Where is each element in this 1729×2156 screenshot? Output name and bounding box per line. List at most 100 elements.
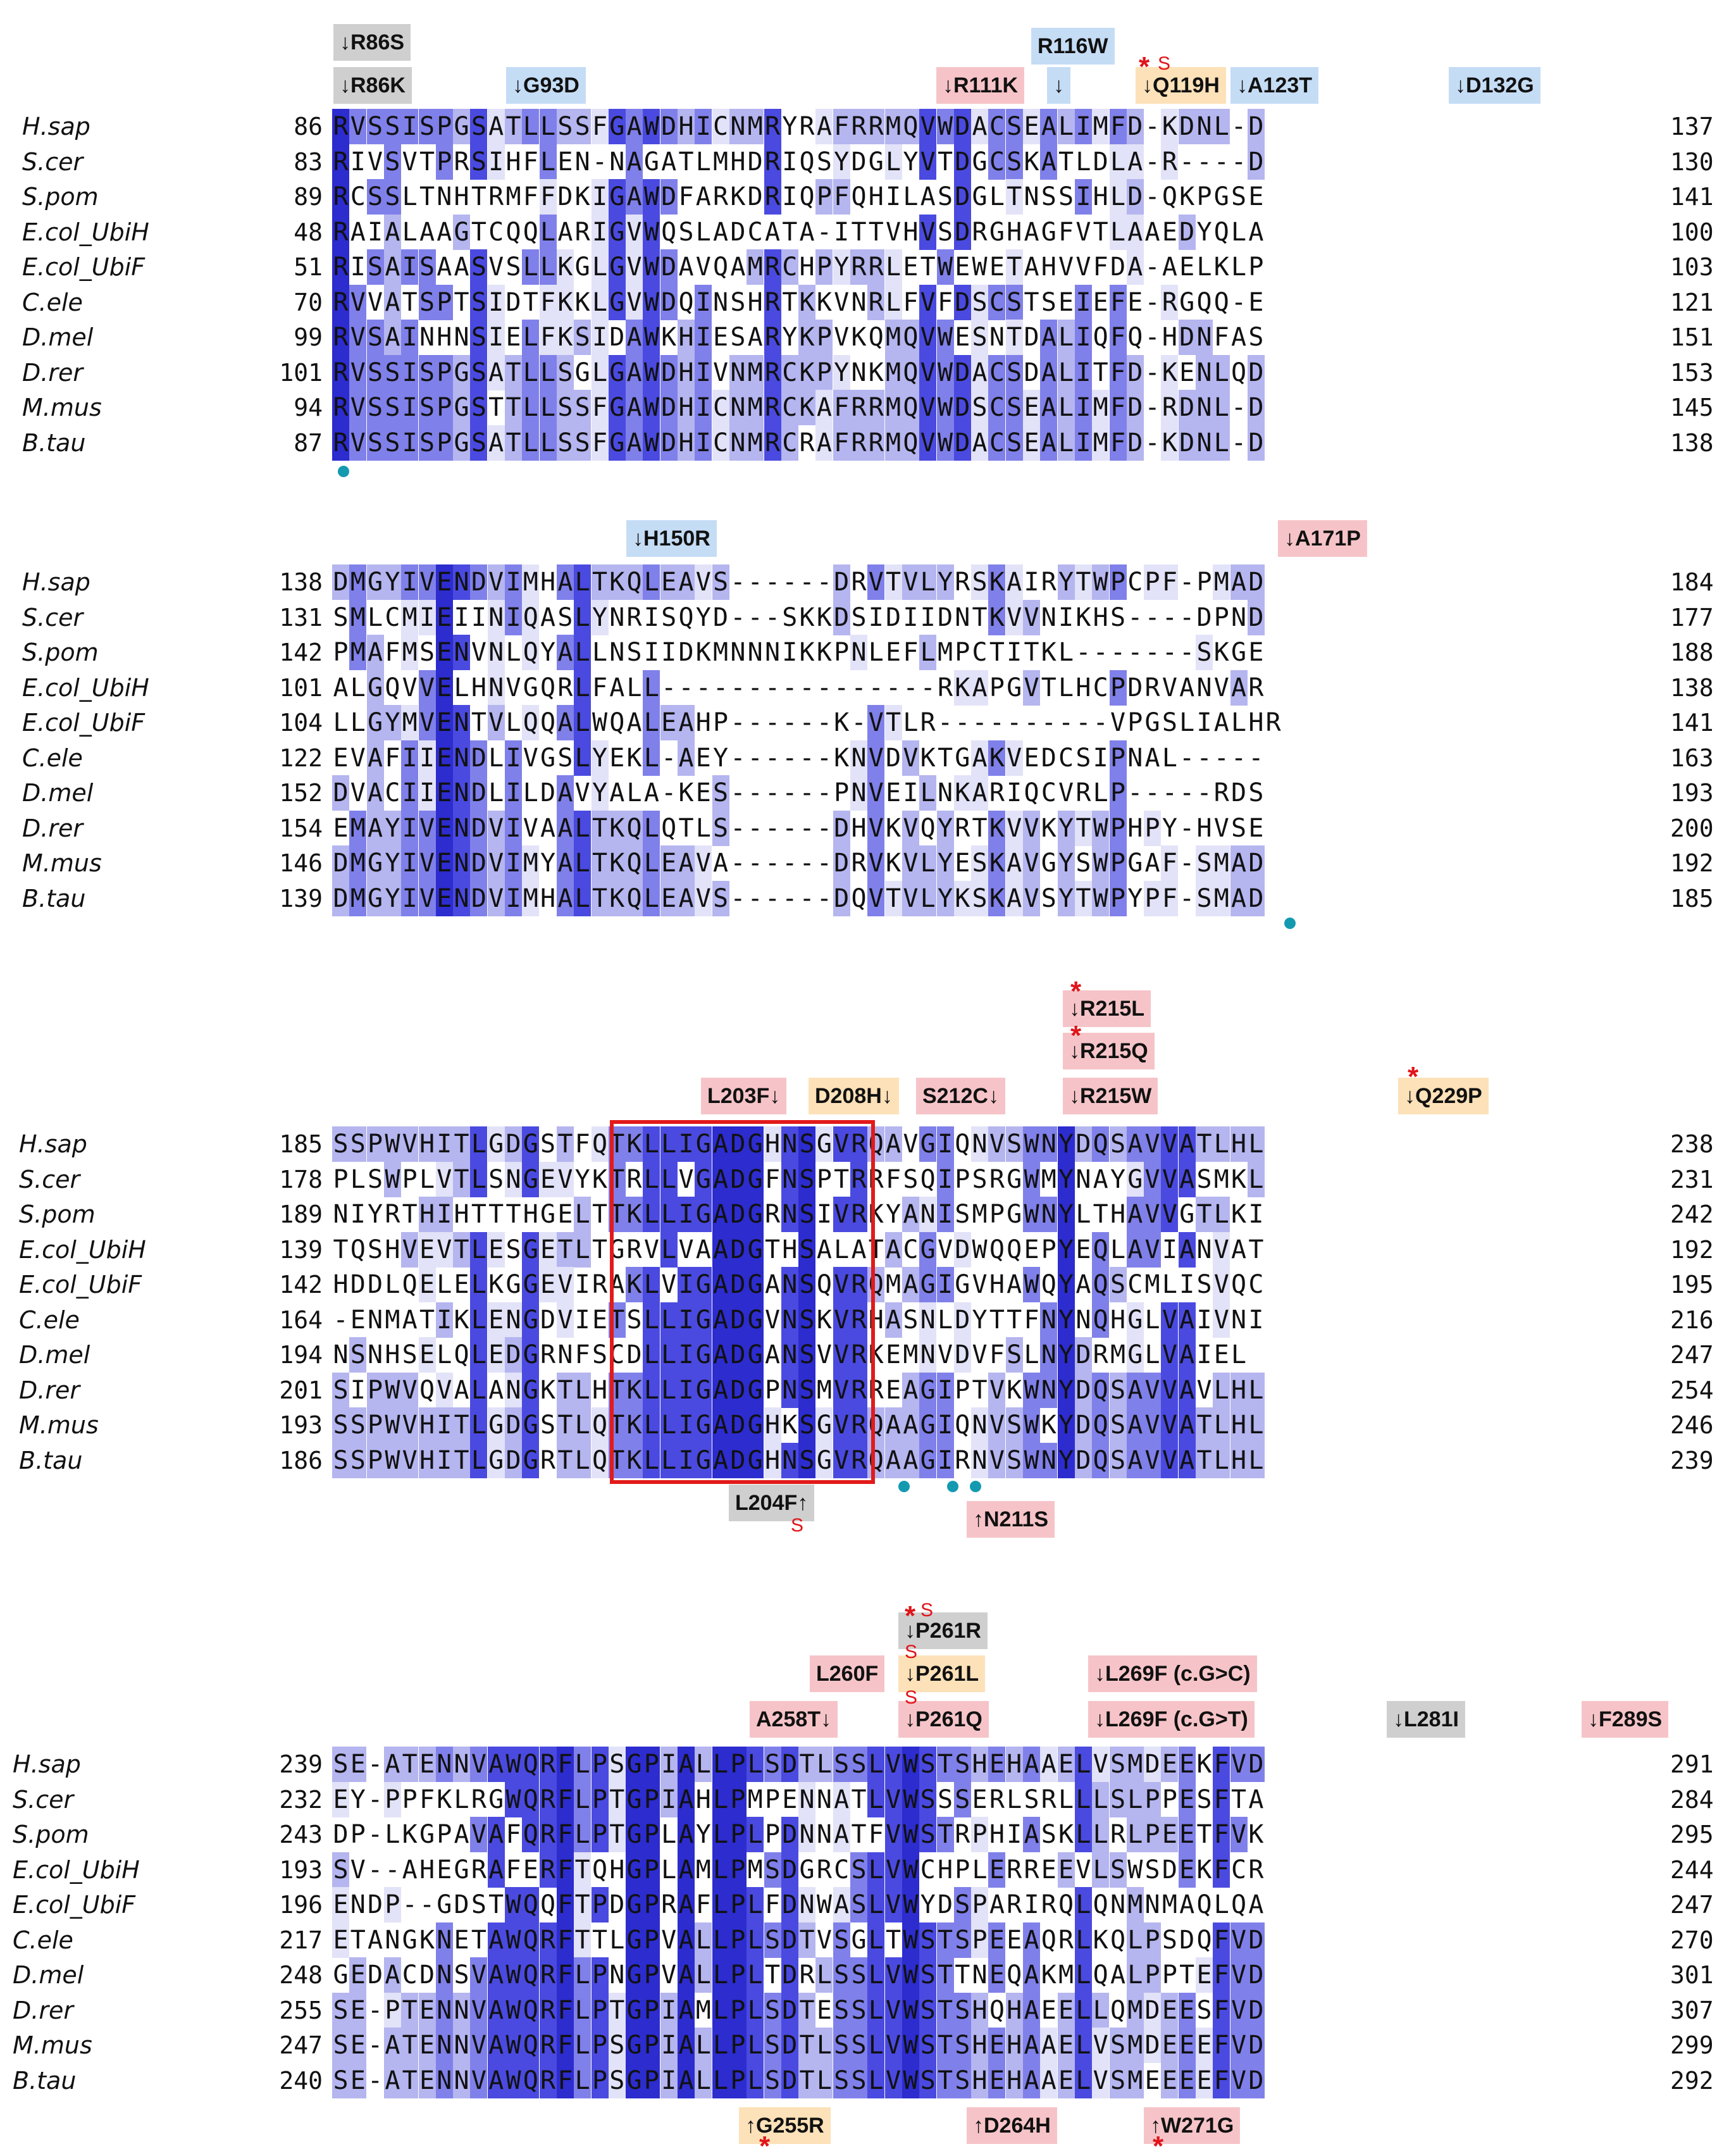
end-position: 177 [1670, 603, 1714, 632]
residue: P [1109, 564, 1127, 600]
residue: K [556, 320, 574, 355]
residue: A [1178, 1302, 1196, 1338]
residue: S [418, 390, 436, 425]
residue: S [332, 1442, 349, 1478]
residue: D [1041, 743, 1057, 773]
residue: C [712, 390, 729, 425]
residue: V [1213, 673, 1229, 702]
residue: G [1179, 1200, 1195, 1229]
residue: Y [368, 1200, 383, 1229]
residue: L [643, 845, 660, 881]
start-position: 142 [279, 639, 323, 666]
residue: G [919, 1407, 937, 1443]
residue: K [1231, 1164, 1247, 1194]
residue: E [1196, 1957, 1213, 1993]
residue: G [522, 1442, 540, 1478]
residue: N [453, 705, 471, 740]
residue: - [972, 708, 988, 737]
end-position: 284 [1670, 1785, 1714, 1814]
residue: I [643, 638, 659, 667]
residue: N [1144, 1890, 1160, 1919]
residue: S [1005, 354, 1023, 390]
residue: S [919, 2062, 937, 2098]
residue: L [574, 599, 592, 635]
residue: D [729, 1407, 747, 1443]
residue: T [937, 743, 953, 773]
residue: L [1058, 673, 1074, 702]
residue: E [1057, 2062, 1075, 2098]
s-flag-mark: S [1158, 53, 1171, 74]
residue: V [919, 214, 937, 250]
residue: S [1196, 845, 1213, 881]
residue: Y [1057, 1442, 1075, 1478]
residue: F [833, 425, 850, 461]
residue: K [592, 1164, 608, 1194]
residue: P [383, 1781, 401, 1817]
residue: A [678, 1922, 695, 1958]
residue: A [487, 109, 505, 144]
residue: - [1144, 638, 1160, 667]
residue: V [556, 1161, 574, 1197]
residue: G [695, 1197, 712, 1232]
motif-highlight-box [609, 1120, 876, 1484]
residue: A [884, 1407, 902, 1443]
residue: D [953, 214, 971, 250]
residue: I [660, 1747, 678, 1782]
residue: A [1178, 1372, 1196, 1408]
residue: A [678, 1747, 695, 1782]
residue: A [383, 1747, 401, 1782]
residue: K [988, 845, 1006, 881]
residue: P [989, 673, 1005, 702]
residue: H [678, 354, 695, 390]
residue: E [1213, 1340, 1229, 1369]
residue: A [557, 217, 573, 247]
end-position: 291 [1670, 1750, 1714, 1778]
residue: S [1162, 1925, 1177, 1955]
residue: D [1126, 109, 1144, 144]
residue: Y [383, 810, 401, 846]
residue: H [1162, 323, 1177, 352]
residue: V [678, 1164, 694, 1194]
residue: Q [799, 147, 815, 177]
residue: V [902, 880, 919, 916]
residue: L [1024, 1340, 1039, 1369]
residue: C [1127, 568, 1143, 597]
residue: H [333, 1270, 349, 1299]
residue: I [471, 602, 486, 632]
residue: D [833, 810, 850, 846]
residue: R [989, 1164, 1005, 1194]
residue: N [453, 740, 471, 776]
residue: - [1179, 883, 1195, 913]
species-name: E.col_UbiF [22, 709, 146, 737]
residue: P [989, 1200, 1005, 1229]
start-position: 247 [279, 2031, 323, 2059]
residue: E [1007, 1925, 1022, 1955]
residue: F [385, 638, 400, 667]
residue: K [886, 813, 902, 843]
residue: E [988, 1957, 1006, 1993]
residue: M [522, 564, 540, 600]
residue: Q [867, 1267, 885, 1302]
residue: N [971, 1407, 989, 1443]
residue: S [1231, 182, 1247, 211]
residue: S [626, 638, 642, 667]
residue: P [815, 354, 833, 390]
residue: V [867, 845, 885, 881]
mutation-label: D208H↓ [809, 1078, 899, 1114]
residue: P [643, 1922, 660, 1958]
residue: D [713, 602, 729, 632]
residue: T [1093, 1200, 1108, 1229]
residue: T [884, 705, 902, 740]
residue: R [1161, 144, 1179, 180]
residue: D [350, 1270, 366, 1299]
residue: - [1144, 147, 1160, 177]
residue: S [332, 2062, 349, 2098]
residue: Q [851, 182, 867, 211]
residue: W [505, 2062, 522, 2098]
residue: Y [1057, 845, 1075, 881]
residue: V [833, 1407, 850, 1443]
residue: Q [902, 109, 919, 144]
residue: D [1247, 2028, 1265, 2063]
residue: N [1196, 320, 1213, 355]
residue: S [470, 425, 488, 461]
